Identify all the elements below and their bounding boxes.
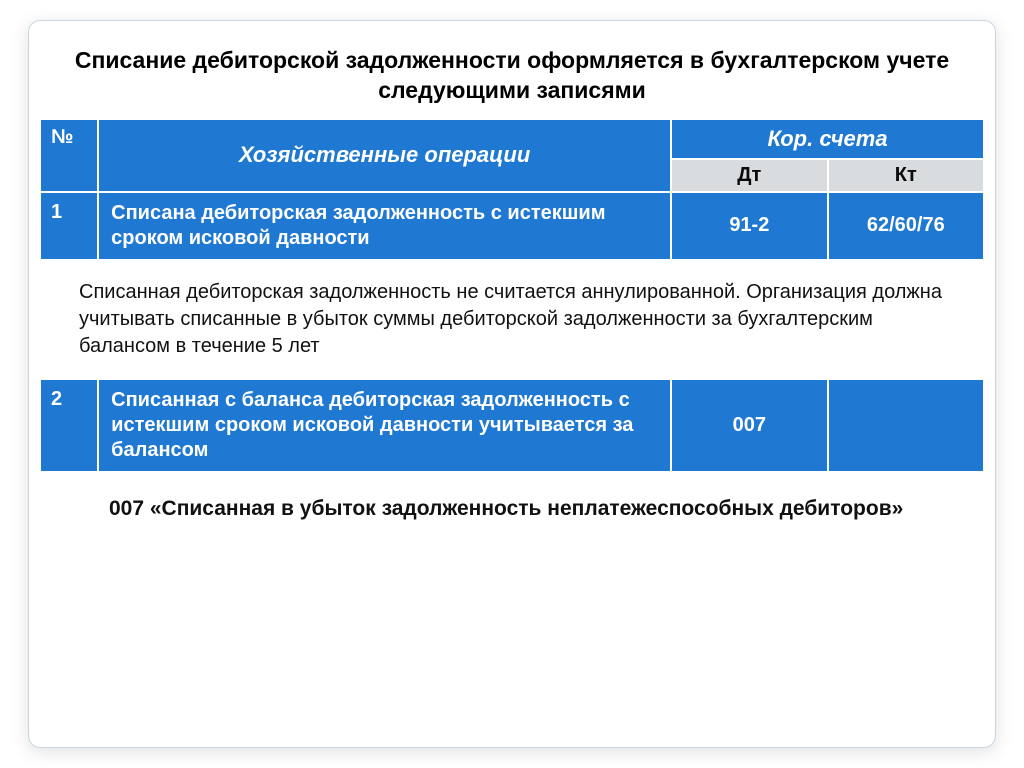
entries-table: № Хозяйственные операции Кор. счета Дт К… xyxy=(39,118,985,261)
cell-operation: Списана дебиторская задолженность с исте… xyxy=(99,193,670,259)
footnote-text: 007 «Списанная в убыток задолженность не… xyxy=(39,473,985,522)
col-header-kt: Кт xyxy=(829,160,983,191)
cell-dt: 91-2 xyxy=(672,193,826,259)
cell-dt: 007 xyxy=(672,380,826,471)
col-header-kor: Кор. счета xyxy=(672,120,983,158)
table-row: 2 Списанная с баланса дебиторская задолж… xyxy=(41,380,983,471)
col-header-operations: Хозяйственные операции xyxy=(99,120,670,191)
col-header-num: № xyxy=(41,120,97,191)
cell-num: 1 xyxy=(41,193,97,259)
slide-card: Списание дебиторской задолженности оформ… xyxy=(28,20,996,748)
table-row: 1 Списана дебиторская задолженность с ис… xyxy=(41,193,983,259)
page-title: Списание дебиторской задолженности оформ… xyxy=(39,46,985,118)
cell-num: 2 xyxy=(41,380,97,471)
cell-kt: 62/60/76 xyxy=(829,193,983,259)
col-header-dt: Дт xyxy=(672,160,826,191)
cell-operation: Списанная с баланса дебиторская задолжен… xyxy=(99,380,670,471)
header-row-1: № Хозяйственные операции Кор. счета xyxy=(41,120,983,158)
explanatory-text: Списанная дебиторская задолженность не с… xyxy=(39,261,985,378)
cell-kt xyxy=(829,380,983,471)
entries-table-2: 2 Списанная с баланса дебиторская задолж… xyxy=(39,378,985,473)
